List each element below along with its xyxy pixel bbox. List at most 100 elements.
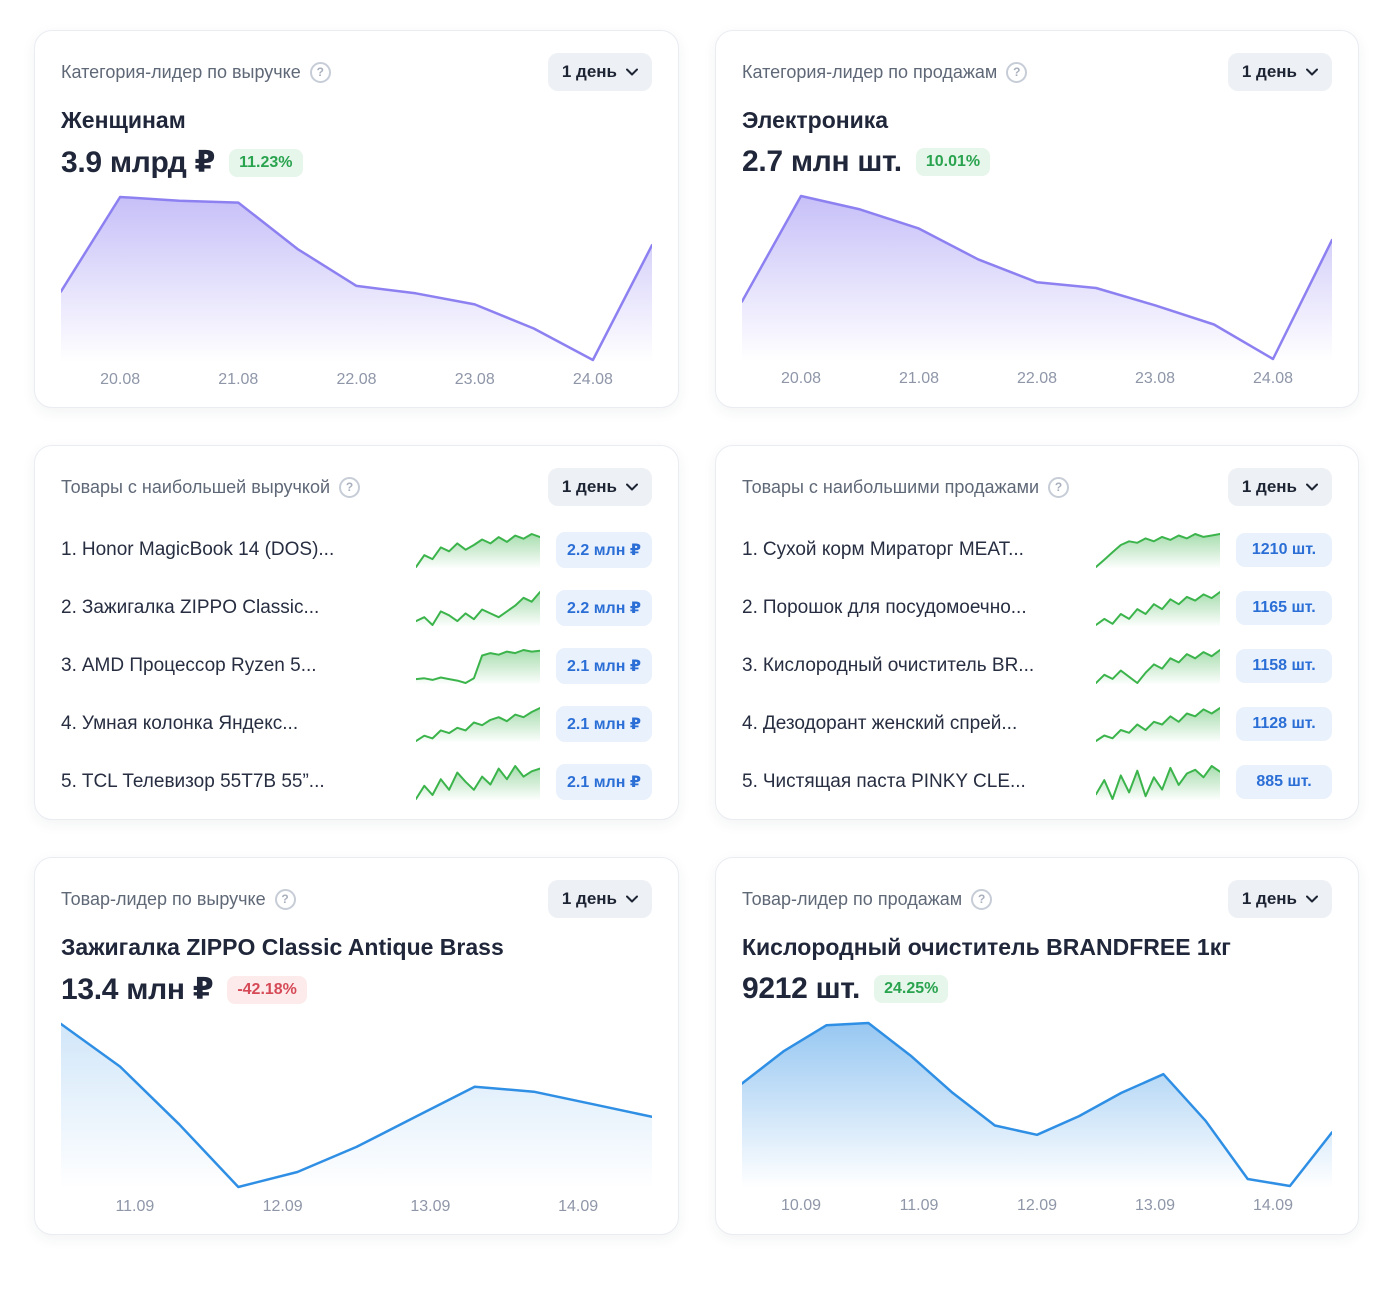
chevron-down-icon: [626, 483, 638, 491]
product-label: TCL Телевизор 55T7B 55”...: [81, 771, 325, 792]
product-value-badge: 2.2 млн ₽: [556, 532, 652, 568]
card-header-label: Товар-лидер по продажам: [742, 888, 963, 909]
product-label: Зажигалка ZIPPO Classic...: [81, 597, 320, 618]
x-axis-label: 11.09: [115, 1198, 155, 1215]
card-header-row: Товар-лидер по выручке ? 1 день: [61, 880, 652, 918]
sparkline-chart: [1096, 763, 1220, 801]
rank-number: 2.: [61, 597, 77, 618]
card-header-row: Товар-лидер по продажам ? 1 день: [742, 880, 1332, 918]
product-label: Honor MagicBook 14 (DOS)...: [81, 539, 335, 560]
help-icon[interactable]: ?: [274, 888, 296, 910]
product-row[interactable]: 2. Порошок для посудомоечно... 1165 шт.: [742, 589, 1332, 627]
help-icon[interactable]: ?: [339, 476, 361, 498]
rank-number: 2.: [742, 597, 758, 618]
x-axis-label: 13.09: [410, 1198, 451, 1215]
sparkline-chart: [416, 647, 540, 685]
card-category-leader-sales: Категория-лидер по продажам ? 1 день Эле…: [715, 30, 1359, 408]
rank-number: 5.: [742, 771, 758, 792]
rank-number: 1.: [61, 539, 77, 560]
sparkline-chart: [416, 705, 540, 743]
product-label: Дезодорант женский спрей...: [762, 713, 1018, 734]
product-row[interactable]: 1. Сухой корм Мираторг MEAT... 1210 шт.: [742, 531, 1332, 569]
product-row[interactable]: 4. Дезодорант женский спрей... 1128 шт.: [742, 705, 1332, 743]
product-row[interactable]: 4. Умная колонка Яндекс... 2.1 млн ₽: [61, 705, 652, 743]
product-row[interactable]: 5. TCL Телевизор 55T7B 55”... 2.1 млн ₽: [61, 763, 652, 801]
top-products-list: 1. Сухой корм Мираторг MEAT... 1210 шт. 2…: [742, 531, 1332, 801]
card-header-row: Товары с наибольшими продажами ? 1 день: [742, 468, 1332, 506]
sparkline-chart: [1096, 531, 1220, 569]
product-value-badge: 2.1 млн ₽: [556, 764, 652, 800]
sparkline-chart: [1096, 705, 1220, 743]
rank-number: 3.: [742, 655, 758, 676]
change-badge: 24.25%: [874, 975, 949, 1003]
chevron-down-icon: [626, 68, 638, 76]
product-row[interactable]: 2. Зажигалка ZIPPO Classic... 2.2 млн ₽: [61, 589, 652, 627]
change-badge: -42.18%: [227, 975, 307, 1004]
change-badge: 11.23%: [229, 148, 303, 177]
product-row[interactable]: 5. Чистящая паста PINKY CLE... 885 шт.: [742, 763, 1332, 801]
product-name: 4. Умная колонка Яндекс...: [61, 713, 400, 735]
product-name: 1. Сухой корм Мираторг MEAT...: [742, 539, 1080, 561]
trend-area-chart: [61, 194, 652, 362]
rank-number: 4.: [61, 713, 77, 734]
help-icon[interactable]: ?: [309, 61, 331, 83]
period-dropdown[interactable]: 1 день: [547, 468, 652, 506]
metric-row: 2.7 млн шт. 10.01%: [742, 145, 1332, 179]
help-icon[interactable]: ?: [971, 888, 993, 910]
sparkline-chart: [1096, 647, 1220, 685]
period-dropdown[interactable]: 1 день: [1227, 468, 1332, 506]
chevron-down-icon: [1306, 68, 1318, 76]
card-header-row: Категория-лидер по продажам ? 1 день: [742, 53, 1332, 91]
rank-number: 3.: [61, 655, 77, 676]
metric-value: 9212 шт.: [742, 972, 861, 1005]
period-dropdown[interactable]: 1 день: [1227, 53, 1332, 91]
period-dropdown[interactable]: 1 день: [1227, 880, 1332, 918]
product-label: Кислородный очиститель BR...: [762, 655, 1035, 676]
change-badge: 10.01%: [915, 148, 991, 176]
rank-number: 4.: [742, 713, 758, 734]
card-header-row: Товары с наибольшей выручкой ? 1 день: [61, 468, 652, 506]
sparkline-chart: [416, 589, 540, 627]
x-axis-label: 23.08: [1134, 370, 1176, 387]
help-icon[interactable]: ?: [1048, 476, 1070, 498]
card-category-leader-revenue: Категория-лидер по выручке ? 1 день Женщ…: [34, 30, 679, 408]
sparkline-chart: [416, 531, 540, 569]
product-name: 5. Чистящая паста PINKY CLE...: [742, 771, 1080, 793]
product-value-badge: 2.1 млн ₽: [556, 648, 652, 684]
period-label: 1 день: [1241, 889, 1297, 908]
card-product-leader-revenue: Товар-лидер по выручке ? 1 день Зажигалк…: [34, 857, 679, 1235]
metric-row: 9212 шт. 24.25%: [742, 972, 1332, 1006]
trend-line-chart: [61, 1021, 652, 1189]
x-axis-label: 10.09: [780, 1197, 822, 1214]
period-dropdown[interactable]: 1 день: [547, 880, 652, 918]
product-name: Кислородный очиститель BRANDFREE 1кг: [742, 934, 1231, 960]
product-name: 5. TCL Телевизор 55T7B 55”...: [61, 771, 400, 793]
trend-area-chart: [742, 193, 1332, 361]
top-products-list: 1. Honor MagicBook 14 (DOS)... 2.2 млн ₽ …: [61, 531, 652, 801]
x-axis-label: 22.08: [336, 371, 377, 388]
product-value-badge: 1128 шт.: [1236, 707, 1332, 741]
product-name: 2. Порошок для посудомоечно...: [742, 597, 1080, 619]
sparkline-chart: [416, 763, 540, 801]
help-icon[interactable]: ?: [1006, 61, 1028, 83]
x-axis-label: 21.08: [898, 370, 940, 387]
metric-value: 13.4 млн ₽: [61, 973, 214, 1006]
product-row[interactable]: 3. Кислородный очиститель BR... 1158 шт.: [742, 647, 1332, 685]
x-axis-label: 12.09: [262, 1198, 303, 1215]
x-axis-label: 22.08: [1016, 370, 1058, 387]
period-label: 1 день: [1241, 62, 1297, 81]
x-axis-labels: 10.09 11.09 12.09 13.09 14.09: [742, 1197, 1332, 1215]
product-row[interactable]: 1. Honor MagicBook 14 (DOS)... 2.2 млн ₽: [61, 531, 652, 569]
x-axis-labels: 20.08 21.08 22.08 23.08 24.08: [742, 370, 1332, 388]
card-header-label: Категория-лидер по продажам: [742, 61, 998, 82]
period-dropdown[interactable]: 1 день: [547, 53, 652, 91]
rank-number: 1.: [742, 539, 758, 560]
product-name: 1. Honor MagicBook 14 (DOS)...: [61, 539, 400, 561]
card-product-leader-sales: Товар-лидер по продажам ? 1 день Кислоро…: [715, 857, 1359, 1235]
metric-value: 3.9 млрд ₽: [61, 146, 216, 179]
period-label: 1 день: [561, 889, 617, 908]
x-axis-label: 12.09: [1016, 1197, 1058, 1214]
chevron-down-icon: [1306, 895, 1318, 903]
card-header-label: Товары с наибольшей выручкой: [61, 476, 331, 497]
product-row[interactable]: 3. AMD Процессор Ryzen 5... 2.1 млн ₽: [61, 647, 652, 685]
